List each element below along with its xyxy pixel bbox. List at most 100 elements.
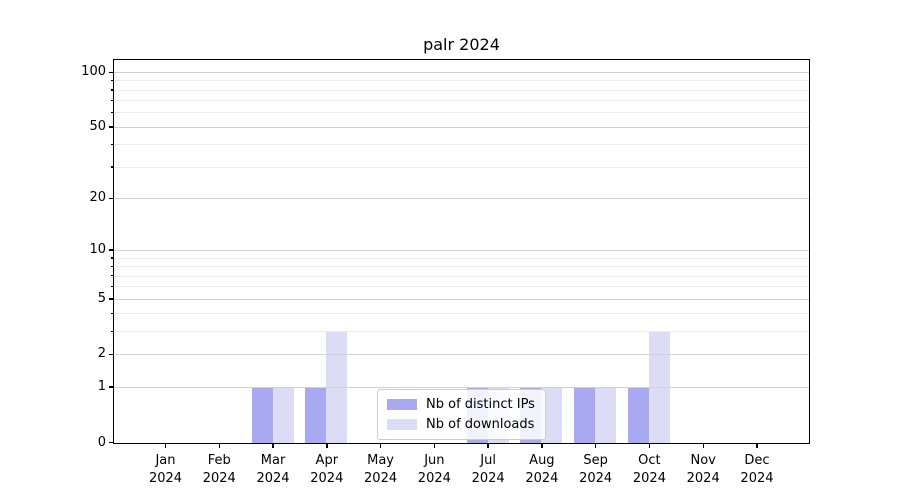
y-tick-label-10: 10 xyxy=(89,241,106,257)
y-tick-label-100: 100 xyxy=(81,64,106,79)
x-tick-label-sep-2024: Sep 2024 xyxy=(566,452,626,488)
legend-label-distinct-ips: Nb of distinct IPs xyxy=(426,397,535,412)
bar-oct-2024-distinct-ips xyxy=(627,387,649,443)
y-tick-label-20: 20 xyxy=(89,190,106,206)
y-minor-tick-mark-60 xyxy=(111,111,113,114)
gridline-y-8 xyxy=(114,266,809,268)
y-minor-tick-mark-70 xyxy=(111,99,113,102)
x-tick-year: 2024 xyxy=(364,471,398,486)
y-tick-mark-2 xyxy=(109,353,113,356)
legend-swatch-downloads-icon xyxy=(387,419,417,430)
x-tick-month: May xyxy=(367,453,395,468)
x-tick-year: 2024 xyxy=(256,471,290,486)
bar-apr-2024-distinct-ips xyxy=(305,387,327,443)
x-tick-mark-sep-2024 xyxy=(594,444,597,448)
x-tick-label-jul-2024: Jul 2024 xyxy=(458,452,518,488)
gridline-y-10 xyxy=(114,250,809,251)
gridline-y-60 xyxy=(114,112,809,114)
y-minor-tick-mark-90 xyxy=(111,79,113,82)
y-tick-label-0: 0 xyxy=(97,434,106,450)
gridline-y-30 xyxy=(114,166,809,168)
x-tick-year: 2024 xyxy=(471,471,505,486)
x-tick-month: Sep xyxy=(583,453,608,468)
x-tick-label-jan-2024: Jan 2024 xyxy=(136,452,196,488)
x-tick-mark-jul-2024 xyxy=(487,444,489,448)
gridline-y-80 xyxy=(114,89,809,91)
x-tick-year: 2024 xyxy=(417,471,451,486)
y-tick-mark-1 xyxy=(109,386,113,388)
y-minor-tick-mark-7 xyxy=(111,275,113,277)
y-minor-tick-mark-80 xyxy=(111,89,113,91)
legend-item-distinct-ips: Nb of distinct IPs xyxy=(387,397,535,412)
x-tick-label-apr-2024: Apr 2024 xyxy=(297,452,357,488)
x-tick-mark-jan-2024 xyxy=(164,444,167,448)
x-tick-label-feb-2024: Feb 2024 xyxy=(189,452,249,488)
x-tick-mark-feb-2024 xyxy=(218,444,220,448)
gridline-y-20 xyxy=(114,198,809,200)
y-tick-label-2: 2 xyxy=(97,346,106,362)
x-tick-month: Mar xyxy=(260,453,286,468)
x-tick-year: 2024 xyxy=(686,471,720,486)
gridline-y-3 xyxy=(114,331,809,333)
gridline-y-2 xyxy=(114,354,809,356)
x-tick-label-aug-2024: Aug 2024 xyxy=(512,452,572,488)
x-tick-mark-nov-2024 xyxy=(702,444,704,448)
x-tick-year: 2024 xyxy=(148,471,183,486)
gridline-y-1 xyxy=(114,386,809,388)
plot-area: Nb of distinct IPs Nb of downloads xyxy=(113,59,810,444)
y-tick-label-50: 50 xyxy=(89,118,106,134)
x-tick-month: Oct xyxy=(638,453,661,468)
legend-item-downloads: Nb of downloads xyxy=(387,417,535,432)
x-tick-year: 2024 xyxy=(310,471,344,486)
gridline-y-70 xyxy=(114,100,809,102)
y-tick-mark-0 xyxy=(109,442,113,444)
gridline-y-6 xyxy=(114,286,809,288)
y-minor-tick-mark-3 xyxy=(111,330,113,333)
legend: Nb of distinct IPs Nb of downloads xyxy=(377,389,546,440)
y-tick-label-1: 1 xyxy=(97,378,106,394)
y-minor-tick-mark-4 xyxy=(111,312,113,315)
gridline-y-50 xyxy=(114,126,809,128)
y-tick-mark-5 xyxy=(109,298,113,300)
gridline-y-9 xyxy=(114,257,809,259)
x-tick-month: Apr xyxy=(315,453,339,468)
gridline-y-40 xyxy=(114,144,809,146)
y-tick-mark-50 xyxy=(109,126,113,128)
x-tick-year: 2024 xyxy=(632,471,666,486)
x-tick-mark-aug-2024 xyxy=(541,444,543,448)
bar-aug-2024-downloads xyxy=(541,387,563,443)
x-tick-label-nov-2024: Nov 2024 xyxy=(673,452,733,488)
x-tick-mark-mar-2024 xyxy=(272,444,274,448)
bar-sep-2024-downloads xyxy=(595,387,617,443)
x-tick-mark-dec-2024 xyxy=(756,444,758,448)
legend-label-downloads: Nb of downloads xyxy=(426,417,535,432)
x-tick-label-oct-2024: Oct 2024 xyxy=(619,452,679,488)
x-tick-year: 2024 xyxy=(202,471,236,486)
x-tick-mark-jun-2024 xyxy=(433,444,436,448)
x-tick-year: 2024 xyxy=(525,471,559,486)
x-tick-month: Aug xyxy=(529,453,555,468)
legend-swatch-distinct-ips-icon xyxy=(387,399,417,410)
y-tick-mark-10 xyxy=(109,249,113,251)
gridline-y-100 xyxy=(114,72,809,73)
x-tick-month: Feb xyxy=(207,453,231,468)
y-minor-tick-mark-6 xyxy=(111,285,113,288)
x-tick-month: Nov xyxy=(690,453,716,468)
x-tick-mark-apr-2024 xyxy=(326,444,328,448)
bar-mar-2024-distinct-ips xyxy=(251,387,273,443)
x-tick-mark-may-2024 xyxy=(379,444,382,448)
y-minor-tick-mark-8 xyxy=(111,265,113,267)
y-minor-tick-mark-9 xyxy=(111,257,113,259)
y-tick-label-5: 5 xyxy=(97,290,106,306)
x-tick-month: Jul xyxy=(480,453,496,468)
x-tick-month: Jan xyxy=(155,453,176,468)
gridline-y-5 xyxy=(114,298,809,300)
gridline-y-90 xyxy=(114,80,809,82)
chart-title: palr 2024 xyxy=(423,35,500,54)
x-tick-month: Jun xyxy=(424,453,445,468)
x-tick-label-jun-2024: Jun 2024 xyxy=(404,452,464,488)
bar-sep-2024-distinct-ips xyxy=(574,387,596,443)
y-minor-tick-mark-30 xyxy=(111,166,113,168)
x-tick-year: 2024 xyxy=(579,471,613,486)
